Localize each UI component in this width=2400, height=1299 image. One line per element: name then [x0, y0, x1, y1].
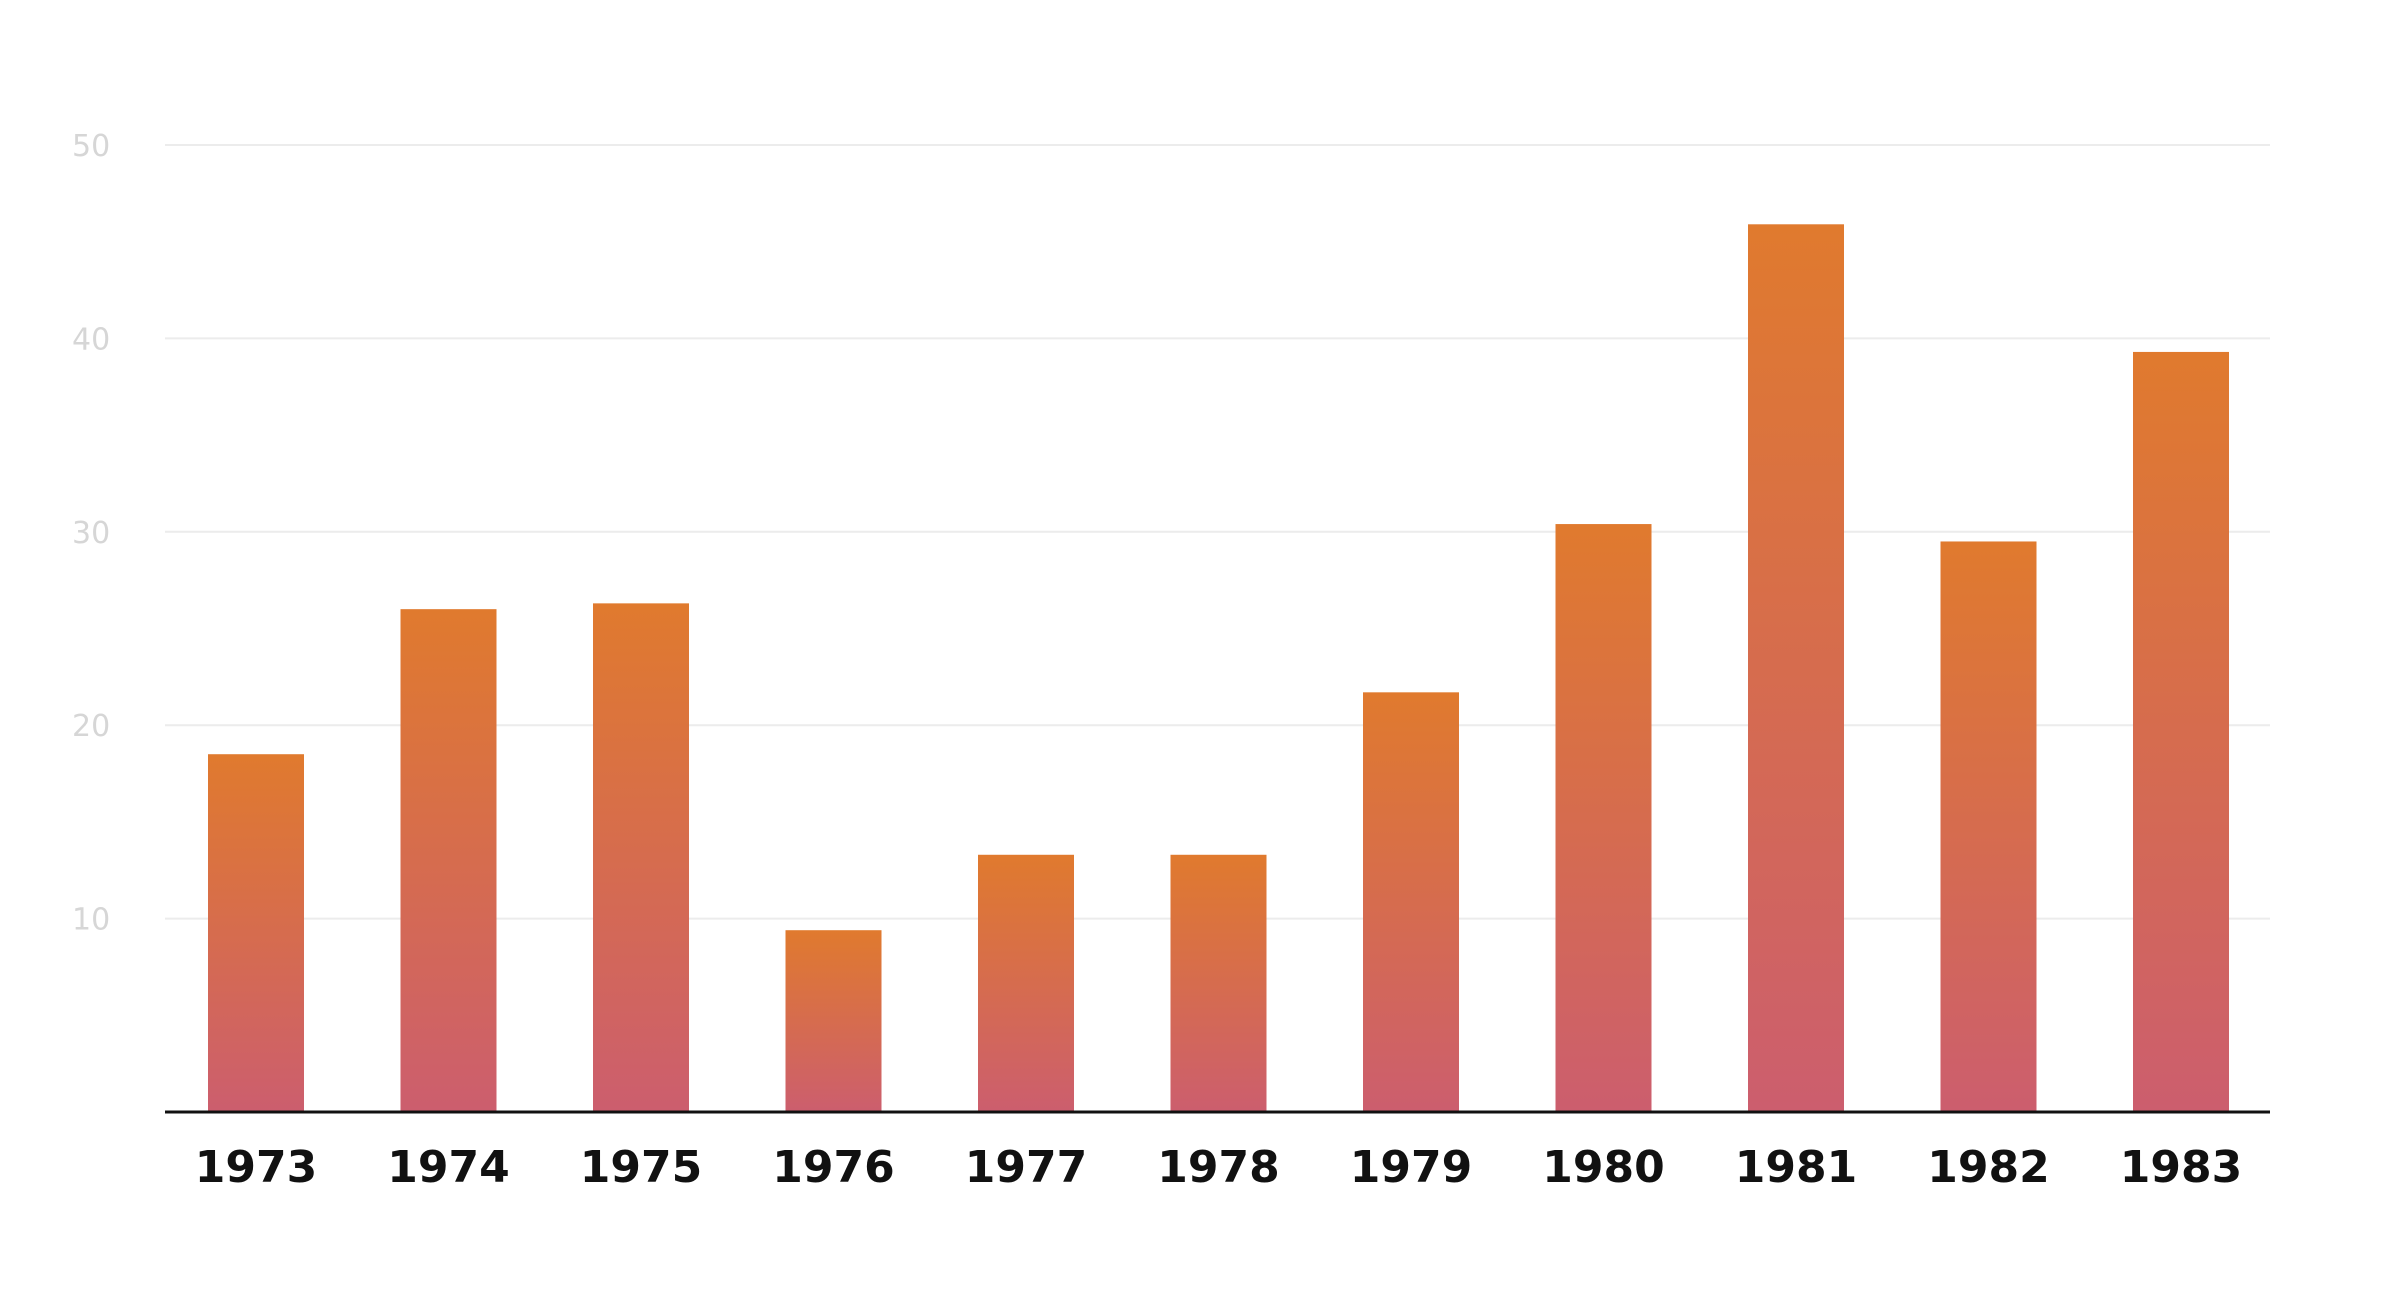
bar-1978: [1170, 854, 1267, 1112]
x-tick-label: 1975: [580, 1142, 702, 1193]
bar-1976: [785, 930, 882, 1112]
bar-1974: [400, 609, 497, 1112]
bar-1977: [978, 854, 1074, 1112]
y-tick-label: 30: [72, 516, 110, 551]
y-tick-label: 10: [72, 903, 110, 938]
x-tick-label: 1983: [2120, 1142, 2242, 1193]
bar-1981: [1748, 224, 1844, 1112]
y-tick-label: 20: [72, 709, 110, 744]
bar-1980: [1555, 524, 1652, 1112]
x-tick-label: 1973: [195, 1142, 317, 1193]
x-tick-label: 1979: [1350, 1142, 1472, 1193]
bars: [208, 224, 2229, 1112]
x-axis-tick-labels: 1973 1974 1975 1976 1977 1978 1979 1980 1981 1982…: [195, 1142, 2242, 1193]
bar-1975: [593, 603, 689, 1112]
bar-1973: [208, 754, 304, 1112]
bar-1982: [1940, 541, 2037, 1112]
y-tick-label: 50: [72, 129, 110, 164]
x-tick-label: 1982: [1927, 1142, 2049, 1193]
y-tick-label: 40: [72, 322, 110, 357]
gridlines: [165, 144, 2270, 920]
x-tick-label: 1981: [1735, 1142, 1857, 1193]
x-tick-label: 1974: [387, 1142, 509, 1193]
y-axis-tick-labels: 10 20 30 40 50: [72, 129, 110, 938]
x-tick-label: 1978: [1157, 1142, 1279, 1193]
x-tick-label: 1976: [772, 1142, 894, 1193]
x-tick-label: 1977: [965, 1142, 1087, 1193]
bar-1979: [1363, 692, 1459, 1112]
bar-1983: [2133, 351, 2229, 1112]
x-tick-label: 1980: [1542, 1142, 1664, 1193]
